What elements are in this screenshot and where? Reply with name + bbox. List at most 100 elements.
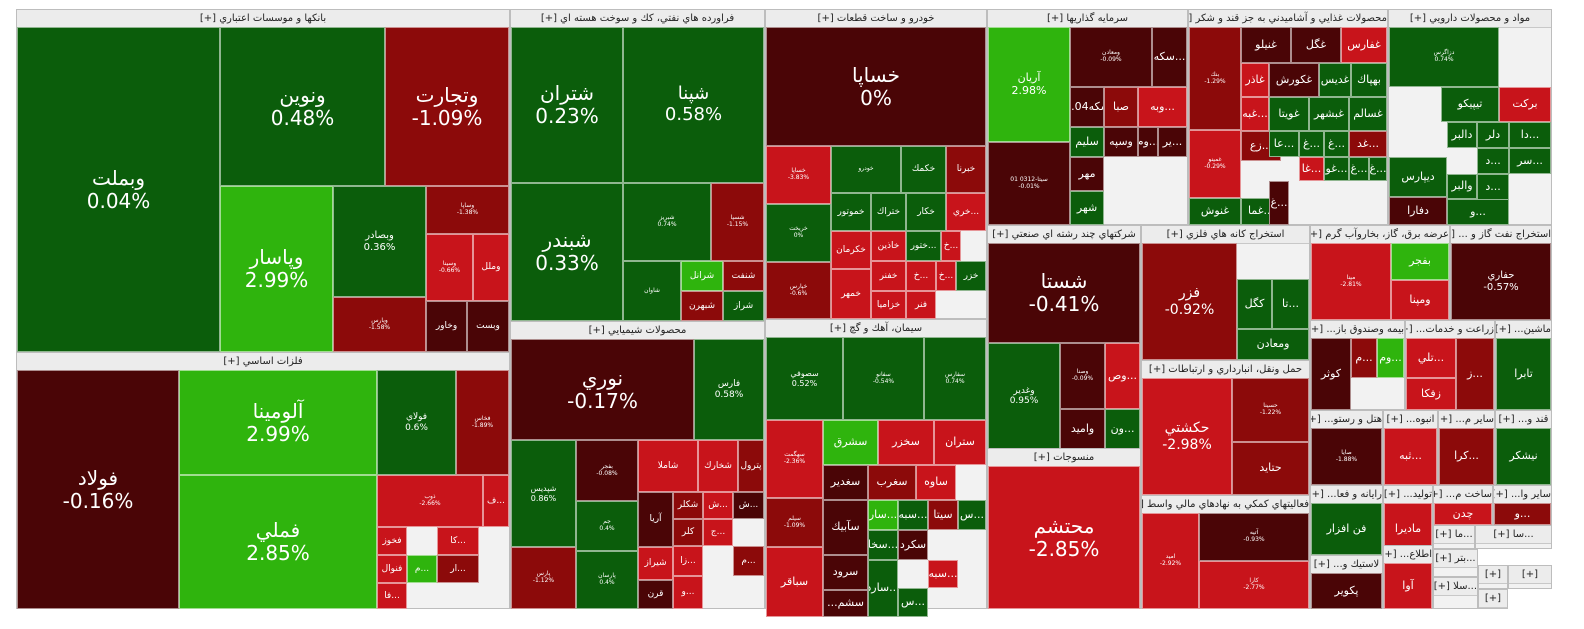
treemap-tile[interactable]: فزر -0.92% bbox=[1142, 243, 1237, 360]
treemap-tile[interactable]: وساپا -1.38% bbox=[426, 186, 509, 234]
treemap-tile[interactable]: ...كرا bbox=[1439, 428, 1494, 485]
treemap-tile[interactable]: بنك -1.29% bbox=[1189, 27, 1241, 130]
treemap-tile[interactable]: ...ون bbox=[1105, 409, 1140, 449]
sector-title[interactable]: منسوجات [+] bbox=[988, 449, 1140, 467]
treemap-tile[interactable]: وپارس -1.58% bbox=[333, 297, 426, 352]
treemap-tile[interactable]: صايا -1.88% bbox=[1311, 428, 1382, 485]
treemap-tile[interactable]: شكلر bbox=[673, 492, 703, 519]
sector-title[interactable]: ...سلا [+] bbox=[1434, 578, 1477, 596]
treemap-tile[interactable]: خكمك bbox=[901, 146, 946, 193]
sector-title[interactable]: استخراج نفت گاز و ... [+] bbox=[1451, 226, 1551, 244]
treemap-tile[interactable]: سرود bbox=[823, 555, 868, 590]
treemap-tile[interactable]: ...و bbox=[1494, 503, 1551, 525]
treemap-tile[interactable]: ...د bbox=[1477, 174, 1509, 200]
treemap-tile[interactable]: دلر bbox=[1477, 122, 1509, 148]
treemap-tile[interactable]: شپنا 0.58% bbox=[623, 27, 764, 183]
sector-title[interactable]: مواد و محصولات دارويي [+] bbox=[1389, 10, 1551, 28]
treemap-tile[interactable]: خكار bbox=[906, 193, 946, 231]
treemap-tile[interactable]: واميد bbox=[1060, 409, 1105, 449]
treemap-tile[interactable]: ...غ bbox=[1299, 131, 1324, 157]
treemap-tile[interactable]: ...تلي bbox=[1406, 338, 1456, 378]
treemap-tile[interactable]: شيراز bbox=[638, 547, 673, 580]
treemap-tile[interactable]: اميد -2.92% bbox=[1142, 513, 1199, 609]
treemap-tile[interactable]: غويتا bbox=[1269, 97, 1309, 131]
treemap-tile[interactable]: غسالم bbox=[1349, 97, 1387, 131]
treemap-tile[interactable]: ذوب -2.66% bbox=[377, 475, 483, 527]
treemap-tile[interactable]: ...م bbox=[733, 546, 764, 576]
treemap-tile[interactable]: نيشكر bbox=[1496, 428, 1551, 485]
treemap-tile[interactable]: ...ختور bbox=[906, 231, 941, 261]
sector-title[interactable]: فعاليتهاي كمكي به نهادهاي مالي واسط [+] bbox=[1142, 496, 1309, 514]
treemap-tile[interactable]: شبريز 0.74% bbox=[623, 183, 711, 261]
treemap-tile[interactable]: خساپا 0% bbox=[766, 27, 986, 146]
treemap-tile[interactable]: خزاميا bbox=[871, 291, 906, 319]
treemap-tile[interactable]: ...م bbox=[1351, 338, 1377, 378]
treemap-tile[interactable]: خريخت 0% bbox=[766, 204, 831, 262]
treemap-tile[interactable]: ...خ bbox=[936, 261, 956, 291]
treemap-tile[interactable]: بفجر -0.08% bbox=[576, 440, 638, 501]
treemap-tile[interactable]: ...ار bbox=[437, 555, 479, 583]
treemap-tile[interactable]: ...غد bbox=[1349, 131, 1387, 157]
treemap-tile[interactable]: شهر bbox=[1070, 191, 1104, 225]
sector-title[interactable]: استخراج كانه هاي فلزي [+] bbox=[1142, 226, 1309, 244]
treemap-tile[interactable]: شرانل bbox=[681, 261, 723, 291]
sector-title[interactable]: شركتهاي چند رشته اي صنعتي [+] bbox=[988, 226, 1140, 244]
sector-title[interactable]: محصولات شيميايي [+] bbox=[511, 322, 764, 340]
treemap-tile[interactable]: ...وم bbox=[1138, 127, 1158, 157]
treemap-tile[interactable]: وملل bbox=[473, 234, 509, 301]
treemap-tile[interactable]: ...سكه bbox=[1152, 27, 1187, 87]
treemap-tile[interactable]: مپنا -2.81% bbox=[1311, 243, 1391, 320]
sector-title[interactable]: توليد... [+] bbox=[1384, 486, 1432, 504]
sector-title[interactable]: ساير م... [+] bbox=[1439, 411, 1494, 429]
treemap-tile[interactable]: فنر bbox=[906, 291, 936, 319]
treemap-tile[interactable]: شبهرن bbox=[681, 291, 723, 321]
treemap-tile[interactable]: خپارس -0.6% bbox=[766, 262, 831, 319]
treemap-tile[interactable]: ...سبه bbox=[928, 560, 958, 588]
treemap-tile[interactable]: خبرنا bbox=[946, 146, 986, 193]
treemap-tile[interactable]: آلومينا 2.99% bbox=[179, 370, 377, 475]
sector-title[interactable]: ساخت م... [+] bbox=[1434, 486, 1492, 504]
treemap-tile[interactable]: سباقر bbox=[766, 547, 823, 617]
treemap-tile[interactable]: غنيلو bbox=[1241, 27, 1291, 63]
treemap-tile[interactable]: صبا bbox=[1104, 87, 1138, 127]
treemap-tile[interactable]: سآبيك bbox=[823, 500, 868, 555]
treemap-tile[interactable]: ...ز bbox=[1456, 338, 1494, 410]
treemap-tile[interactable]: ختراك bbox=[871, 193, 906, 231]
treemap-tile[interactable]: خاذين bbox=[871, 231, 906, 261]
sector-title[interactable]: انبوه... [+] bbox=[1384, 411, 1437, 429]
treemap-tile[interactable]: شبندر 0.33% bbox=[511, 183, 623, 321]
sector-title[interactable]: فراورده هاي نفتي، كك و سوخت هسته اي [+] bbox=[511, 10, 764, 28]
treemap-tile[interactable]: فن افزار bbox=[1311, 503, 1382, 555]
treemap-tile[interactable]: ...وم bbox=[1377, 338, 1404, 378]
treemap-tile[interactable]: ...فا bbox=[377, 583, 407, 609]
treemap-tile[interactable]: خزر bbox=[956, 261, 986, 291]
sector-title[interactable]: بيمه وصندوق باز... [+] bbox=[1311, 321, 1404, 339]
treemap-tile[interactable]: سليم bbox=[1070, 127, 1104, 157]
sector-title[interactable]: حمل ونقل، انبارداري و ارتباطات [+] bbox=[1142, 361, 1309, 379]
sector-title[interactable]: بانکها و موسسات اعتباري [+] bbox=[17, 10, 509, 28]
treemap-tile[interactable]: ...زا bbox=[673, 546, 703, 576]
treemap-tile[interactable]: شاملا bbox=[638, 440, 698, 492]
treemap-tile[interactable]: حتايد bbox=[1232, 442, 1309, 495]
treemap-tile[interactable]: شپديس 0.86% bbox=[511, 440, 576, 547]
treemap-tile[interactable]: پكوير bbox=[1311, 573, 1382, 609]
treemap-tile[interactable]: سشم... bbox=[823, 590, 868, 617]
treemap-tile[interactable]: فولاد -0.16% bbox=[17, 370, 179, 609]
treemap-tile[interactable]: بركت bbox=[1499, 87, 1551, 122]
sector-title[interactable]: [+] bbox=[1479, 590, 1507, 608]
sector-title[interactable]: ماشين... [+] bbox=[1496, 321, 1551, 339]
treemap-tile[interactable]: ...خ bbox=[906, 261, 936, 291]
treemap-tile[interactable]: تابرا bbox=[1496, 338, 1551, 410]
treemap-tile[interactable]: ...سار bbox=[868, 500, 898, 530]
treemap-tile[interactable]: ستران bbox=[934, 420, 986, 465]
treemap-tile[interactable]: ...ش bbox=[733, 492, 764, 519]
treemap-tile[interactable]: ...ير bbox=[1158, 127, 1187, 157]
treemap-tile[interactable]: ...و bbox=[1447, 199, 1509, 225]
sector-title[interactable]: محصولات غذايي و آشاميدني به جز قند و شكر… bbox=[1189, 10, 1387, 28]
treemap-tile[interactable]: حفاري -0.57% bbox=[1451, 243, 1551, 320]
sector-title[interactable]: ساير وا... [+] bbox=[1494, 486, 1551, 504]
treemap-tile[interactable]: چدن bbox=[1434, 503, 1492, 525]
treemap-tile[interactable]: فولاي 0.6% bbox=[377, 370, 456, 475]
treemap-tile[interactable]: كوثر bbox=[1311, 338, 1351, 410]
treemap-tile[interactable]: تيپيكو bbox=[1441, 87, 1499, 122]
